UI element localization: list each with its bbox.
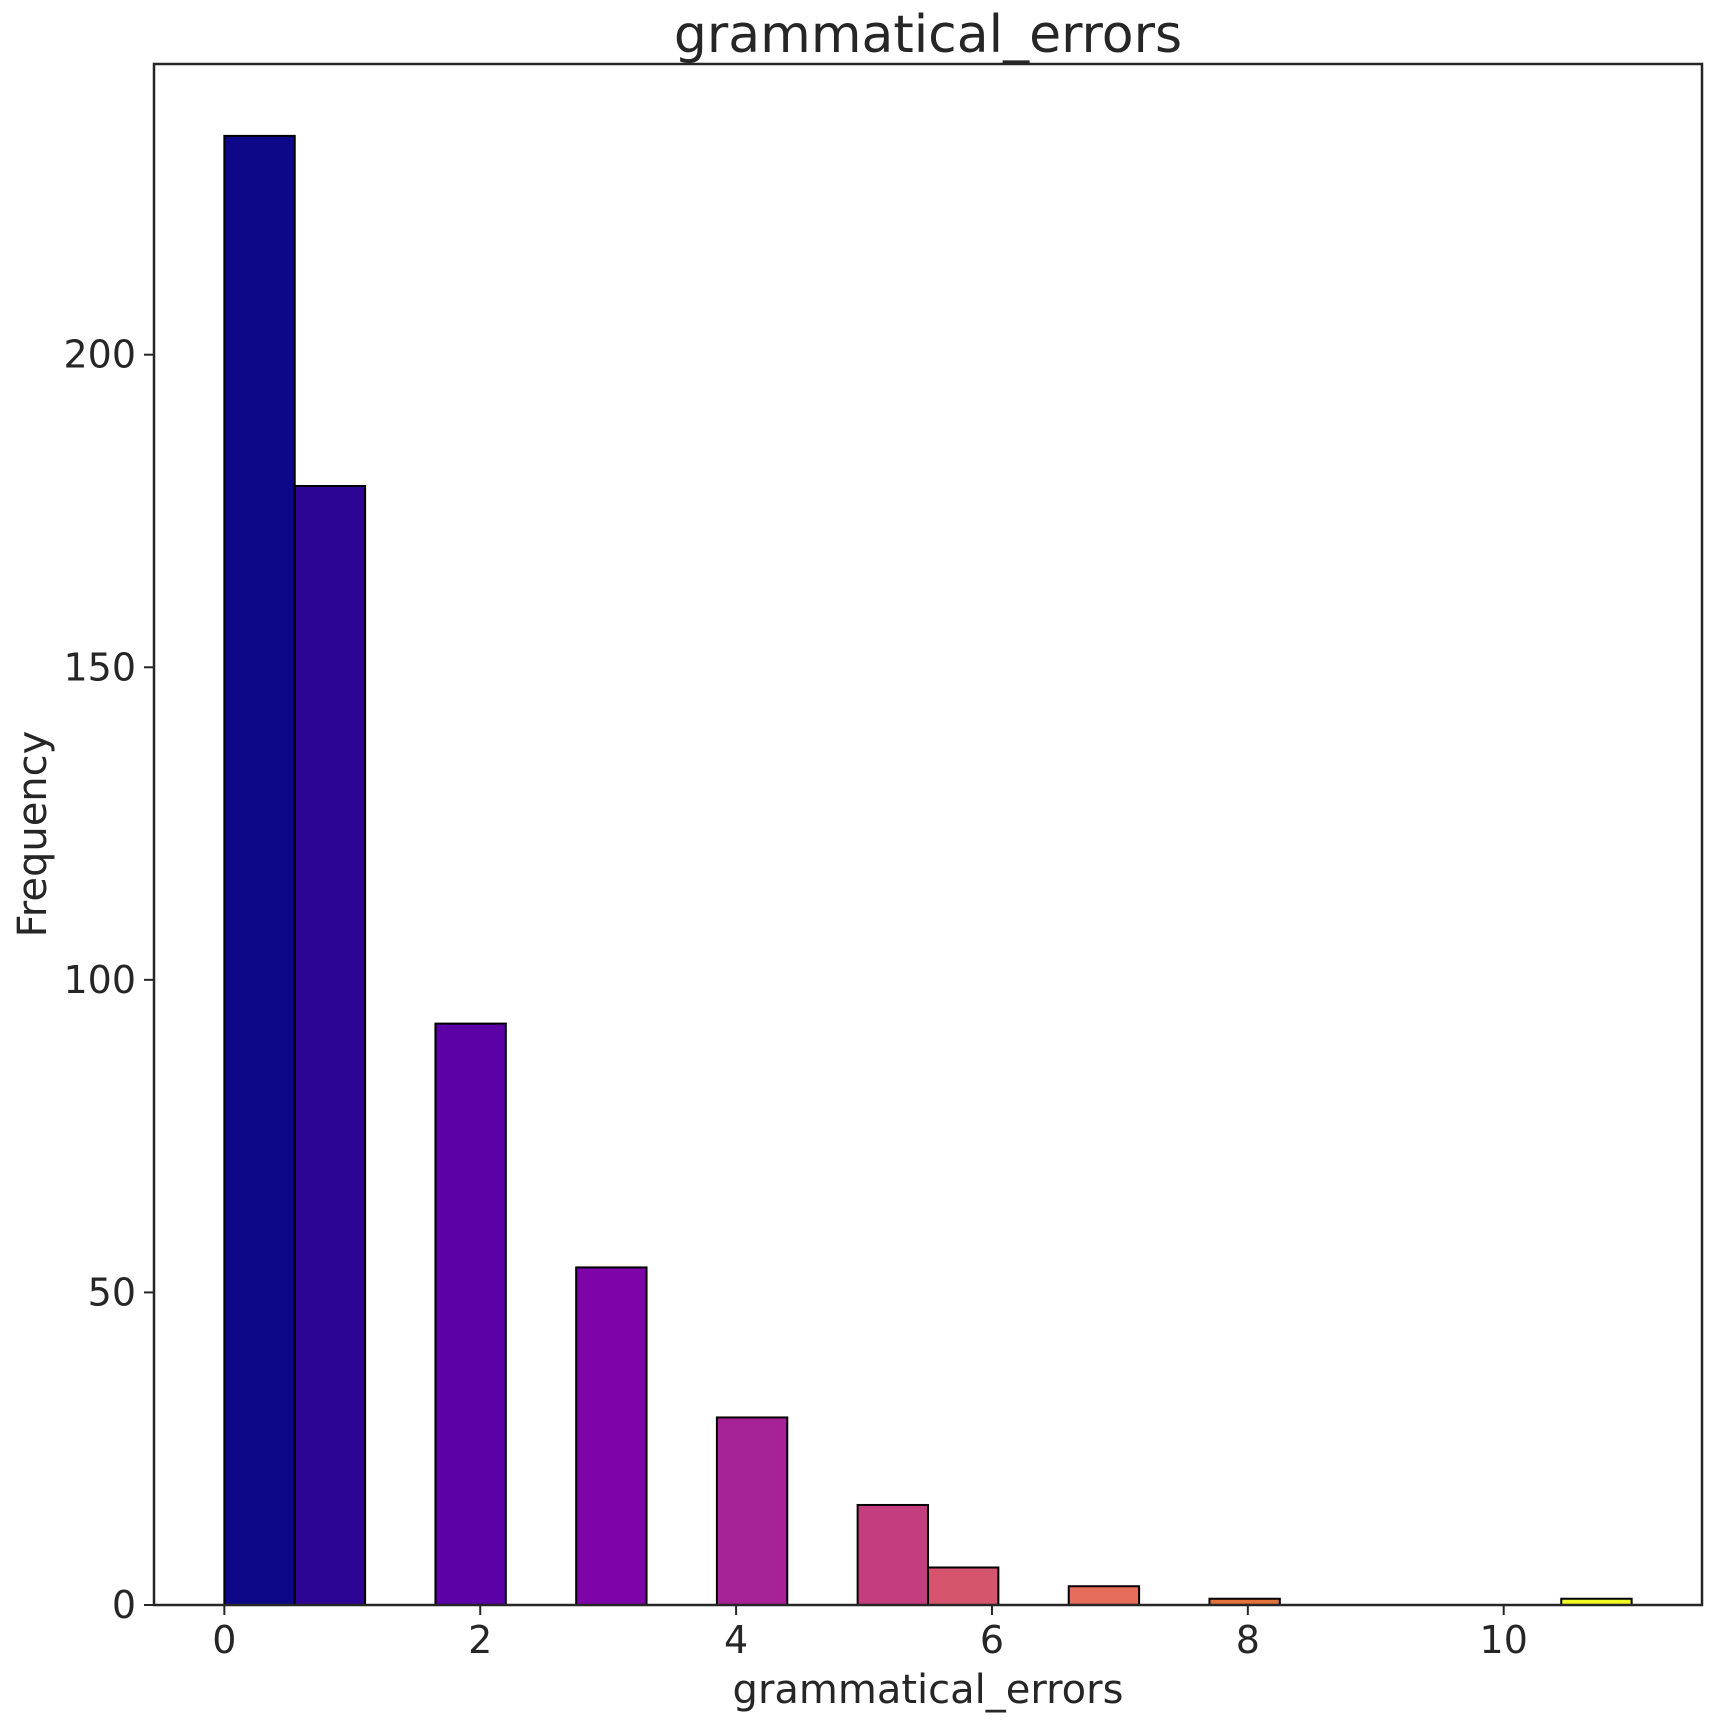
plot-frame — [152, 62, 1704, 1607]
chart-title: grammatical_errors — [674, 5, 1182, 65]
histogram-bar-4 — [715, 1416, 789, 1606]
y-tick-label: 100 — [63, 958, 136, 1002]
bars-group — [223, 134, 1633, 1607]
x-tick-label: 4 — [724, 1618, 748, 1662]
histogram-bar-6 — [927, 1566, 1000, 1606]
y-tick-label: 200 — [63, 333, 136, 377]
x-tick-label: 0 — [212, 1618, 236, 1662]
y-tick-label: 50 — [88, 1270, 136, 1314]
y-tick-label: 0 — [112, 1583, 136, 1627]
x-tick-label: 10 — [1480, 1618, 1528, 1662]
histogram-bar-0 — [223, 134, 296, 1607]
x-tick-label: 8 — [1236, 1618, 1260, 1662]
y-axis-ticks: 0 50 100 150 200 — [63, 333, 154, 1627]
histogram-bar-7 — [1067, 1585, 1141, 1607]
x-tick-label: 2 — [468, 1618, 492, 1662]
histogram-bar-1 — [293, 484, 367, 1607]
x-axis-label: grammatical_errors — [733, 1667, 1124, 1713]
y-tick-label: 150 — [63, 645, 136, 689]
histogram-bar-5 — [856, 1503, 929, 1607]
histogram-bar-3 — [575, 1266, 648, 1606]
x-axis-ticks: 0 2 4 6 8 10 — [212, 1605, 1528, 1662]
x-tick-label: 6 — [980, 1618, 1004, 1662]
y-axis-label: Frequency — [10, 731, 56, 938]
histogram-bar-2 — [434, 1022, 507, 1606]
